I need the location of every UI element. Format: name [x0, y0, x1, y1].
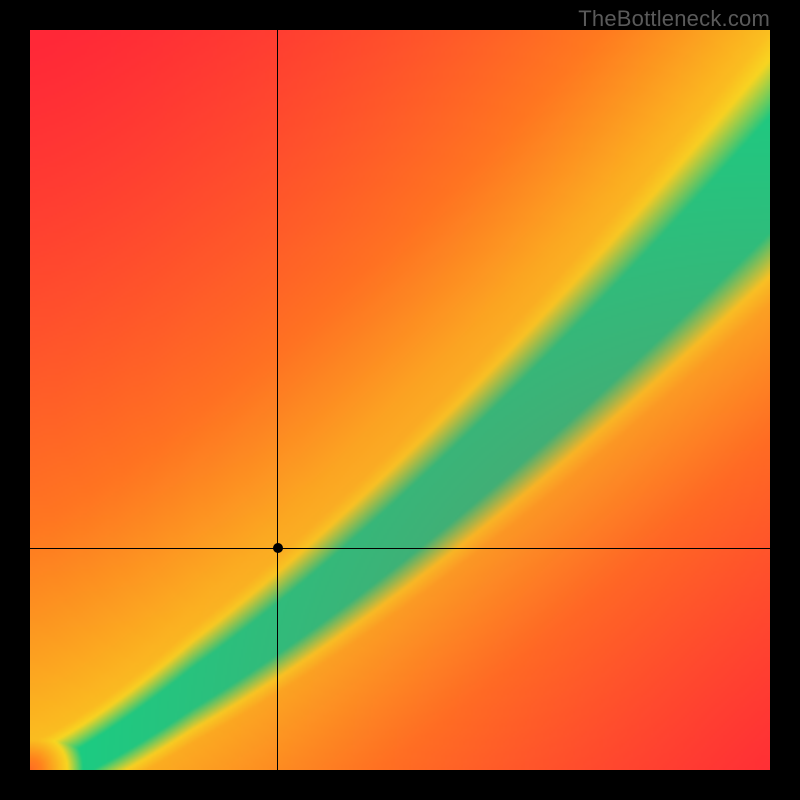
outer-frame: TheBottleneck.com: [0, 0, 800, 800]
watermark-text: TheBottleneck.com: [578, 6, 770, 32]
crosshair-horizontal: [30, 548, 770, 549]
crosshair-marker: [273, 543, 283, 553]
heatmap-canvas: [30, 30, 770, 770]
plot-area: [30, 30, 770, 770]
crosshair-vertical: [277, 30, 278, 770]
